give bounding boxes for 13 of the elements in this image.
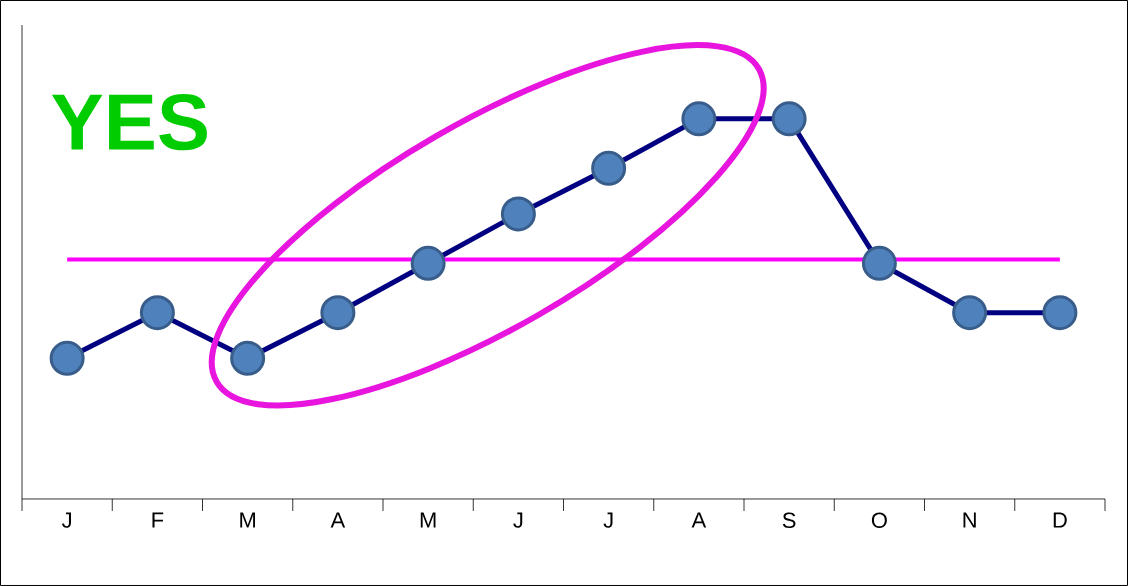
x-tick-label: S: [782, 512, 796, 529]
x-tick-label: J: [603, 512, 613, 528]
x-tick-label: F: [152, 512, 164, 528]
x-tick-label: N: [963, 512, 976, 528]
x-tick-label: O: [871, 512, 887, 529]
x-tick-label: D: [1053, 512, 1067, 528]
x-tick-label: A: [330, 512, 346, 528]
x-tick-label: J: [62, 512, 71, 528]
x-tick-label: M: [240, 512, 255, 528]
x-tick-label: M: [420, 512, 436, 528]
annotation: YES: [51, 93, 207, 151]
x-tick-label: J: [513, 512, 523, 528]
x-tick-label: A: [691, 512, 707, 528]
